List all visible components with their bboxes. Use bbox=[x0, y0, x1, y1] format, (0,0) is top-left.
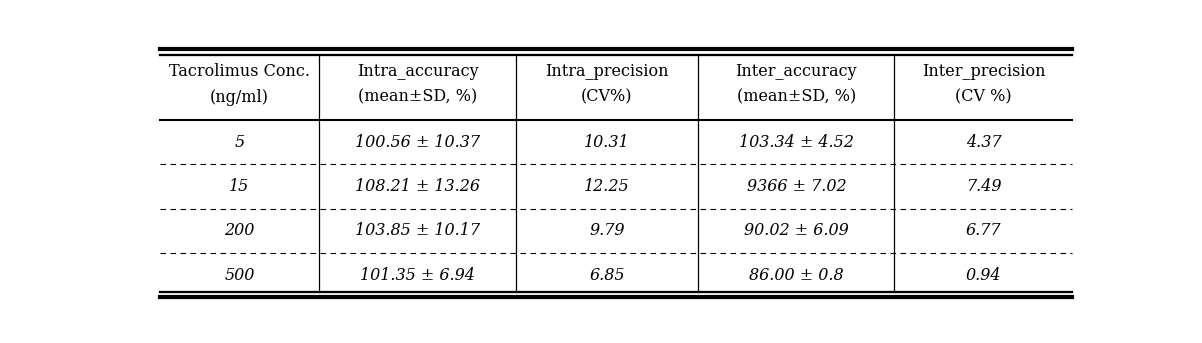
Text: 108.21 ± 13.26: 108.21 ± 13.26 bbox=[355, 178, 480, 195]
Text: 103.34 ± 4.52: 103.34 ± 4.52 bbox=[739, 133, 853, 151]
Text: 103.85 ± 10.17: 103.85 ± 10.17 bbox=[355, 222, 480, 239]
Text: 6.85: 6.85 bbox=[589, 267, 625, 284]
Text: 7.49: 7.49 bbox=[965, 178, 1001, 195]
Text: Intra_accuracy: Intra_accuracy bbox=[357, 63, 478, 80]
Text: (CV%): (CV%) bbox=[581, 88, 632, 106]
Text: Tacrolimus Conc.: Tacrolimus Conc. bbox=[169, 63, 310, 80]
Text: 5: 5 bbox=[234, 133, 244, 151]
Text: 15: 15 bbox=[230, 178, 250, 195]
Text: 101.35 ± 6.94: 101.35 ± 6.94 bbox=[361, 267, 475, 284]
Text: 100.56 ± 10.37: 100.56 ± 10.37 bbox=[355, 133, 480, 151]
Text: 86.00 ± 0.8: 86.00 ± 0.8 bbox=[749, 267, 844, 284]
Text: 12.25: 12.25 bbox=[584, 178, 630, 195]
Text: 4.37: 4.37 bbox=[965, 133, 1001, 151]
Text: (CV %): (CV %) bbox=[956, 88, 1012, 106]
Text: Inter_accuracy: Inter_accuracy bbox=[736, 63, 857, 80]
Text: 500: 500 bbox=[225, 267, 255, 284]
Text: Inter_precision: Inter_precision bbox=[922, 63, 1046, 80]
Text: 10.31: 10.31 bbox=[584, 133, 630, 151]
Text: 90.02 ± 6.09: 90.02 ± 6.09 bbox=[744, 222, 849, 239]
Text: 9.79: 9.79 bbox=[589, 222, 625, 239]
Text: (mean±SD, %): (mean±SD, %) bbox=[358, 88, 477, 106]
Text: Intra_precision: Intra_precision bbox=[546, 63, 668, 80]
Text: (mean±SD, %): (mean±SD, %) bbox=[737, 88, 856, 106]
Text: (ng/ml): (ng/ml) bbox=[210, 88, 269, 106]
Text: 9366 ± 7.02: 9366 ± 7.02 bbox=[746, 178, 846, 195]
Text: 6.77: 6.77 bbox=[965, 222, 1001, 239]
Text: 200: 200 bbox=[225, 222, 255, 239]
Text: 0.94: 0.94 bbox=[965, 267, 1001, 284]
